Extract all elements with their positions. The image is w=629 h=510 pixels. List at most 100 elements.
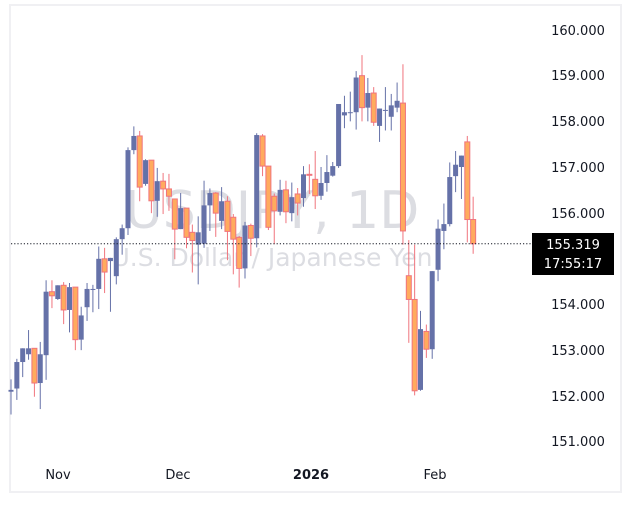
candle-down	[399, 102, 406, 232]
candle-down	[171, 198, 178, 230]
y-tick: 157.000	[551, 161, 605, 176]
y-tick: 160.000	[551, 24, 605, 39]
candle-down	[282, 189, 289, 213]
candle-down	[411, 298, 418, 392]
candle-up	[143, 160, 149, 184]
candle-up	[219, 201, 225, 221]
x-tick-feb: Feb	[423, 468, 446, 483]
candle-up	[353, 77, 359, 113]
candle-down	[259, 135, 266, 167]
candle-down	[31, 347, 38, 384]
candle-up	[43, 291, 49, 356]
candle-up	[67, 287, 72, 310]
candle-up	[429, 271, 435, 350]
candle-up	[341, 112, 347, 116]
candles	[8, 55, 477, 415]
candle-up	[55, 285, 61, 299]
candle-down	[359, 75, 365, 109]
candle-up	[447, 177, 453, 225]
candle-up	[347, 112, 353, 114]
time-axis[interactable]: Nov Dec 2026 Feb	[45, 468, 446, 483]
candle-down	[312, 178, 319, 197]
candle-down	[294, 193, 301, 204]
candle-up	[254, 135, 260, 239]
candle-up	[435, 228, 441, 270]
watermark-description: U.S. Dollar / Japanese Yen	[112, 243, 433, 272]
x-tick-dec: Dec	[165, 468, 190, 483]
candle-up	[107, 257, 113, 262]
candle-down	[212, 192, 219, 214]
x-tick-2026: 2026	[293, 468, 329, 483]
candle-down	[189, 231, 196, 242]
last-price-value: 155.319	[546, 238, 600, 253]
candle-up	[301, 174, 306, 199]
candle-down	[423, 330, 430, 350]
candle-up	[418, 329, 423, 390]
candle-down	[183, 207, 190, 238]
candle-down	[60, 284, 67, 311]
candle-up	[125, 150, 131, 229]
watermark: USDJPY, 1D U.S. Dollar / Japanese Yen	[112, 181, 433, 272]
candle-up	[84, 288, 90, 308]
candle-up	[90, 288, 96, 290]
candle-down	[271, 195, 278, 212]
candle-up	[242, 225, 248, 269]
price-axis[interactable]: 160.000 159.000 158.000 157.000 156.000 …	[551, 24, 605, 450]
candle-up	[131, 135, 137, 151]
candle-down	[405, 275, 412, 300]
candle-up	[388, 105, 394, 117]
candle-up	[324, 172, 330, 183]
candle-down	[230, 216, 237, 240]
y-tick: 156.000	[551, 207, 605, 222]
candle-up	[96, 258, 102, 289]
x-tick-nov: Nov	[45, 468, 71, 483]
y-tick: 152.000	[551, 390, 605, 405]
candle-up	[119, 228, 125, 240]
candle-up	[382, 109, 388, 111]
candle-up	[336, 103, 342, 167]
bar-countdown: 17:55:17	[544, 257, 602, 272]
y-tick: 159.000	[551, 69, 605, 84]
candle-up	[37, 354, 43, 384]
candle-down	[224, 200, 231, 232]
chart-frame	[9, 4, 622, 493]
candle-down	[48, 291, 55, 297]
candle-up	[154, 181, 160, 201]
candle-up	[78, 315, 84, 340]
candle-down	[370, 92, 377, 123]
candle-up	[453, 164, 459, 177]
candle-up	[318, 182, 324, 196]
candle-up	[441, 224, 447, 231]
y-tick: 158.000	[551, 115, 605, 130]
candle-down	[148, 159, 155, 202]
candle-down	[101, 258, 108, 273]
candle-up	[195, 232, 201, 245]
y-tick: 153.000	[551, 344, 605, 359]
candle-up	[377, 108, 383, 126]
candle-up	[113, 239, 119, 277]
candle-up	[14, 362, 20, 389]
candle-down	[236, 236, 243, 269]
candle-up	[26, 348, 32, 355]
candle-up	[8, 389, 14, 392]
candle-down	[247, 224, 254, 239]
candle-up	[201, 205, 207, 244]
candle-down	[470, 219, 477, 245]
candle-up	[178, 208, 184, 230]
candle-up	[330, 166, 336, 176]
candle-down	[306, 173, 313, 176]
candle-up	[289, 197, 295, 214]
candle-up	[394, 100, 400, 108]
candle-down	[136, 135, 143, 188]
candle-up	[207, 193, 213, 206]
candle-down	[464, 141, 471, 221]
candle-up	[277, 189, 283, 212]
last-price-badge: 155.319 17:55:17	[532, 233, 614, 275]
candle-up	[20, 348, 26, 363]
y-tick: 154.000	[551, 298, 605, 313]
candle-down	[165, 188, 172, 197]
candle-down	[160, 180, 167, 190]
candle-up	[365, 93, 371, 108]
y-tick: 151.000	[551, 435, 605, 450]
